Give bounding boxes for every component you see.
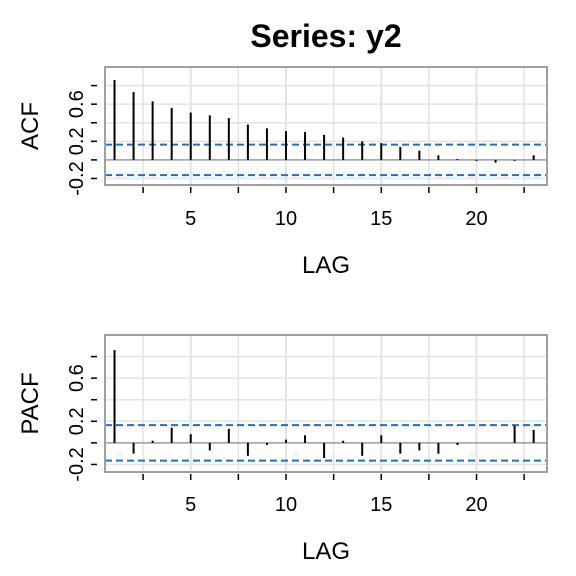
y-axis-label: ACF — [17, 102, 44, 150]
y-tick-label: 0.6 — [66, 364, 88, 392]
x-tick-label: 20 — [465, 208, 487, 230]
y-tick-label: 0.2 — [66, 127, 88, 155]
x-tick-label: 5 — [185, 208, 196, 230]
y-tick-label: -0.2 — [66, 447, 88, 481]
y-tick-label: 0.6 — [66, 90, 88, 118]
y-tick-label: -0.2 — [66, 161, 88, 195]
chart-title: Series: y2 — [250, 18, 401, 54]
acf-panel: -0.2 0.2 0.6 5 10 15 20 LAG ACF — [17, 67, 547, 279]
x-tick-label: 15 — [370, 208, 392, 230]
y-tick-label: 0.2 — [66, 407, 88, 435]
x-axis-label: LAG — [302, 252, 350, 279]
x-axis-label: LAG — [302, 538, 350, 565]
y-axis-label: PACF — [17, 372, 44, 434]
x-tick-label: 20 — [465, 494, 487, 516]
x-tick-label: 15 — [370, 494, 392, 516]
plot-frame — [105, 335, 547, 472]
x-tick-label: 10 — [275, 208, 297, 230]
x-tick-label: 10 — [275, 494, 297, 516]
x-tick-label: 5 — [185, 494, 196, 516]
pacf-panel: -0.2 0.2 0.6 5 10 15 20 LAG PACF — [17, 335, 547, 565]
